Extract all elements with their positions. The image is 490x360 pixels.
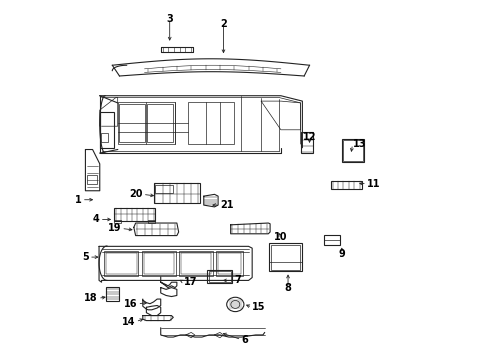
Text: 15: 15 <box>252 302 266 312</box>
Bar <box>142 251 176 276</box>
Bar <box>209 271 231 282</box>
Bar <box>106 287 120 301</box>
Bar <box>331 181 362 189</box>
Bar <box>100 112 114 148</box>
Text: 1: 1 <box>75 195 82 205</box>
Text: 18: 18 <box>84 293 98 303</box>
Text: 3: 3 <box>166 14 173 24</box>
Bar <box>147 104 173 142</box>
Text: 12: 12 <box>303 132 317 142</box>
Text: 17: 17 <box>184 277 197 287</box>
Text: 4: 4 <box>93 215 100 224</box>
Text: 21: 21 <box>220 200 233 210</box>
Text: 11: 11 <box>367 179 380 189</box>
Bar <box>343 140 363 161</box>
Bar <box>155 185 172 193</box>
Text: 19: 19 <box>108 224 122 233</box>
Bar <box>342 139 364 162</box>
Bar <box>106 253 137 274</box>
Bar <box>207 270 232 283</box>
Bar <box>300 132 313 153</box>
Text: 7: 7 <box>234 275 241 285</box>
Bar <box>181 253 211 274</box>
Bar <box>144 253 174 274</box>
Text: 6: 6 <box>242 334 248 345</box>
Bar <box>114 208 155 221</box>
Bar <box>118 102 175 144</box>
Text: 2: 2 <box>220 19 227 29</box>
Bar <box>218 253 242 274</box>
Bar <box>87 175 97 184</box>
Bar <box>216 251 243 276</box>
Text: 13: 13 <box>353 139 366 149</box>
Text: 16: 16 <box>124 299 137 309</box>
Bar <box>101 134 108 142</box>
Bar <box>120 104 146 142</box>
Text: 5: 5 <box>82 252 89 262</box>
Bar <box>271 244 300 270</box>
Bar <box>324 235 340 245</box>
Text: 10: 10 <box>274 232 288 242</box>
Bar <box>114 220 122 223</box>
Bar <box>179 251 213 276</box>
Text: 14: 14 <box>122 317 136 327</box>
Bar <box>188 102 234 144</box>
Bar <box>270 243 302 271</box>
Text: 9: 9 <box>339 248 345 258</box>
Bar <box>153 183 200 203</box>
Text: 20: 20 <box>129 189 143 199</box>
Bar <box>104 251 139 276</box>
Text: 8: 8 <box>285 283 292 293</box>
Bar <box>148 220 155 223</box>
